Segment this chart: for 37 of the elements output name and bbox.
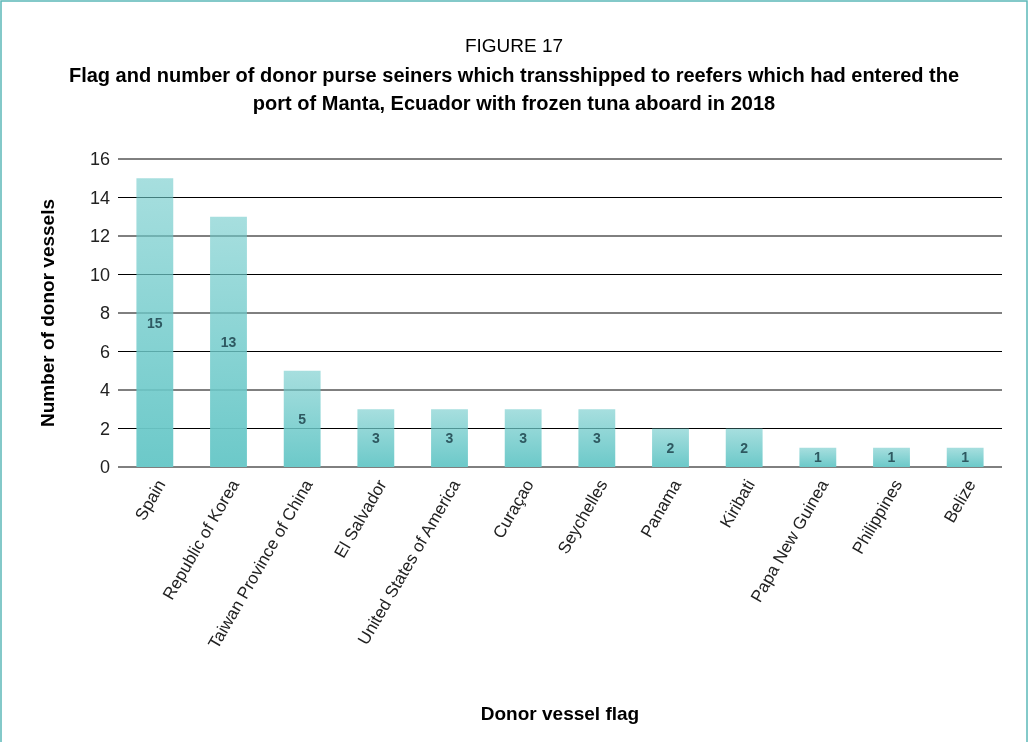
bar [799, 447, 837, 467]
y-tick-label: 2 [99, 418, 110, 439]
y-tick-label: 8 [99, 303, 110, 324]
data-label: 3 [445, 430, 454, 447]
bar [210, 216, 247, 467]
data-label: 3 [519, 430, 528, 447]
chart-title: FIGURE 17 [464, 35, 564, 56]
data-label: 1 [887, 449, 896, 466]
data-label: 13 [220, 333, 237, 350]
y-tick-label: 14 [89, 187, 110, 208]
chart-subtitle: Flag and number of donor purse seiners which transshipped to reefers which had entered the port of Manta, Ecuador with frozen tuna aboard in 2018 [68, 64, 960, 114]
bar [946, 447, 984, 467]
bar [357, 409, 395, 467]
data-label: 1 [961, 449, 970, 466]
data-label: 15 [147, 314, 163, 331]
bar [873, 447, 910, 467]
bar [725, 428, 763, 467]
data-label: 5 [298, 410, 307, 427]
y-tick-label: 10 [89, 264, 110, 285]
y-axis-title: Number of donor vessels [37, 198, 58, 428]
bar [504, 409, 542, 467]
data-label: 1 [813, 449, 822, 466]
data-label: 3 [592, 430, 601, 447]
bar [431, 409, 468, 467]
data-label: 2 [740, 439, 749, 456]
bar [578, 409, 616, 467]
y-tick-label: 16 [89, 149, 110, 170]
data-label: 3 [371, 430, 380, 447]
data-label: 2 [666, 439, 675, 456]
bar [652, 428, 689, 467]
y-tick-label: 6 [99, 341, 110, 362]
y-tick-label: 4 [99, 380, 110, 401]
bar [283, 370, 321, 467]
x-axis-title: Donor vessel flag [480, 703, 640, 724]
bar [136, 178, 174, 467]
y-tick-label: 0 [99, 457, 110, 478]
y-tick-label: 12 [89, 226, 110, 247]
